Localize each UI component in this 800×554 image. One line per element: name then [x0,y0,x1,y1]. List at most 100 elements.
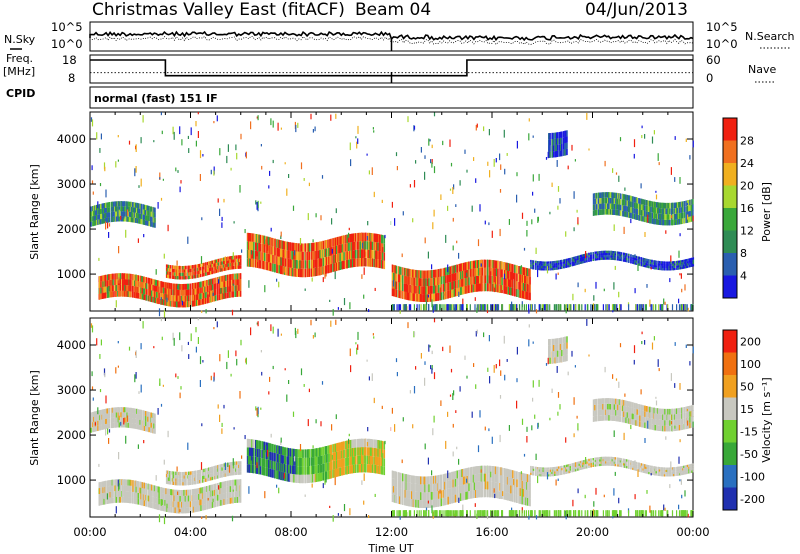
power-ground [596,304,598,311]
power-cell [692,264,695,267]
power-cell [252,250,254,259]
colorbar-swatch [723,163,737,186]
power-cell [175,269,177,273]
power-cell [526,291,528,300]
velocity-cell [167,494,169,501]
power-cell [411,269,413,278]
velocity-cell [215,468,218,473]
power-cell [92,206,94,212]
power-cell [172,295,175,302]
power-cell [183,295,185,302]
power-cell [680,267,682,270]
power-cell [484,267,487,276]
power-cell [125,285,127,291]
power-cell [136,292,139,299]
power-speckle [99,183,102,187]
ytick-label: 3000 [57,177,86,191]
power-cell [580,254,583,257]
velocity-cell [137,481,140,488]
power-cell [403,275,406,284]
velocity-cell [214,483,217,490]
power-cell [134,202,137,208]
power-cell [120,201,123,207]
power-cell [370,233,372,242]
power-cell [459,287,461,296]
power-cell [150,284,153,291]
power-cell [428,270,430,279]
power-cell [106,202,109,208]
power-cell [210,267,212,272]
power-cell [633,259,636,263]
power-cell [398,282,400,290]
power-cell [558,264,560,268]
velocity-cell [114,422,117,428]
velocity-cell [130,418,133,424]
power-cell [99,219,101,225]
power-cell [296,260,298,269]
power-cell [248,233,250,242]
power-speckle [503,129,505,138]
power-speckle [493,159,495,167]
power-cell [196,300,198,306]
power-cell [512,264,514,273]
power-speckle [559,198,561,204]
power-cell [598,198,600,204]
power-cell [276,239,279,248]
power-cell [664,208,666,215]
power-cell [350,259,352,268]
power-cell [182,272,184,277]
power-cell [330,238,333,248]
power-cell [442,283,445,292]
velocity-cell [167,488,169,495]
power-cell [547,263,550,266]
power-cell [651,259,653,263]
power-cell [111,201,113,207]
power-cell [691,264,693,267]
velocity-cell [199,487,201,494]
power-cell [541,261,543,264]
power-cell [185,289,188,296]
power-ground [446,304,448,311]
power-cell [464,286,466,294]
velocity-cell [193,481,195,485]
power-speckle [126,209,129,216]
power-cell [115,273,118,280]
power-cell [173,289,175,296]
power-cell [535,260,537,264]
power-cell [437,277,440,285]
power-cell [664,219,666,226]
velocity-cell [102,493,104,499]
power-cell [213,289,216,296]
power-cell [111,285,114,292]
power-cell [512,272,514,280]
power-cell [649,217,651,224]
power-speckle [528,308,530,314]
power-speckle [308,182,310,187]
velocity-cell [108,413,110,419]
power-cell [421,278,423,287]
power-cell [278,248,281,257]
power-cell [130,201,133,207]
power-cell [619,204,622,211]
power-cell [497,260,499,269]
power-cell [166,268,169,272]
power-speckle [551,182,553,187]
power-cell [677,207,679,214]
power-speckle [687,307,689,312]
power-cell [377,242,379,251]
velocity-cell [182,501,184,508]
power-cell [549,261,552,264]
power-cell [453,281,456,289]
velocity-cell [158,486,160,493]
power-cell [129,285,131,292]
power-cell [179,269,181,273]
power-cell [615,204,617,210]
velocity-cell [185,495,188,502]
power-speckle [159,177,161,180]
power-cell [504,262,506,271]
power-ground [441,304,443,311]
velocity-cell [156,497,158,504]
power-cell [133,280,136,287]
power-cell [223,275,225,282]
